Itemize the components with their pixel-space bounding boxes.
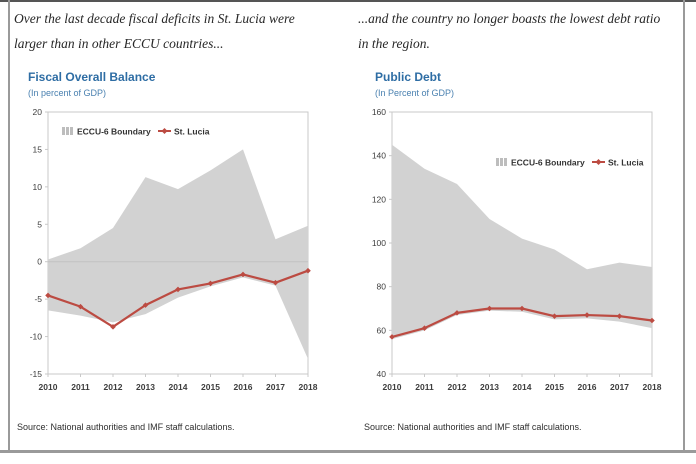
- fiscal-balance-panel: Over the last decade fiscal deficits in …: [14, 0, 348, 450]
- x-tick-label: 2017: [266, 382, 285, 392]
- x-tick-label: 2011: [71, 382, 90, 392]
- debt-caption-line1: ...and the country no longer boasts the …: [358, 11, 661, 26]
- debt-caption: ...and the country no longer boasts the …: [358, 6, 660, 56]
- st-lucia-legend-marker-icon: [595, 159, 602, 165]
- x-tick-label: 2015: [201, 382, 220, 392]
- public-debt-panel: ...and the country no longer boasts the …: [358, 0, 684, 450]
- y-tick-label: 140: [372, 151, 386, 161]
- x-tick-label: 2011: [415, 382, 434, 392]
- legend-label-band: ECCU-6 Boundary: [77, 127, 151, 137]
- y-tick-label: 20: [33, 107, 43, 117]
- chart-legend: ECCU-6 Boundary St. Lucia: [496, 158, 644, 168]
- eccu6-boundary-swatch-icon: [500, 158, 503, 166]
- legend-label-band: ECCU-6 Boundary: [511, 158, 585, 168]
- st-lucia-marker: [77, 303, 84, 310]
- x-tick-label: 2018: [643, 382, 662, 392]
- debt-chart-title: Public Debt: [375, 70, 442, 84]
- x-tick-label: 2016: [234, 382, 253, 392]
- x-tick-label: 2018: [299, 382, 318, 392]
- x-tick-label: 2010: [39, 382, 58, 392]
- y-tick-label: 100: [372, 238, 386, 248]
- document-right-border: [683, 0, 685, 451]
- st-lucia-marker: [110, 324, 116, 330]
- fiscal-chart-subtitle: (In percent of GDP): [28, 88, 107, 98]
- x-tick-label: 2014: [513, 382, 532, 392]
- x-tick-label: 2013: [480, 382, 499, 392]
- st-lucia-marker: [272, 279, 279, 286]
- fiscal-caption-line2: larger than in other ECCU countries...: [14, 36, 224, 51]
- x-tick-label: 2016: [578, 382, 597, 392]
- st-lucia-legend-marker-icon: [161, 128, 168, 134]
- st-lucia-marker: [45, 292, 51, 299]
- fiscal-caption-line1: Over the last decade fiscal deficits in …: [14, 11, 295, 26]
- x-tick-label: 2013: [136, 382, 155, 392]
- st-lucia-marker: [649, 317, 655, 324]
- chart-legend: ECCU-6 Boundary St. Lucia: [62, 127, 210, 137]
- x-tick-label: 2015: [545, 382, 564, 392]
- debt-chart-subtitle: (In Percent of GDP): [375, 88, 455, 98]
- x-tick-label: 2012: [448, 382, 467, 392]
- x-tick-label: 2010: [383, 382, 402, 392]
- eccu6-boundary-swatch-icon: [70, 127, 73, 135]
- x-tick-label: 2017: [610, 382, 629, 392]
- y-tick-label: 120: [372, 194, 386, 204]
- debt-source-note: Source: National authorities and IMF sta…: [364, 422, 582, 432]
- debt-caption-line2: in the region.: [358, 36, 430, 51]
- y-tick-label: 0: [37, 257, 42, 267]
- document-left-border: [8, 0, 10, 451]
- eccu6-band-area: [392, 144, 652, 340]
- legend-label-line: St. Lucia: [608, 158, 644, 168]
- st-lucia-marker: [175, 286, 181, 293]
- x-tick-label: 2012: [104, 382, 123, 392]
- x-tick-label: 2014: [169, 382, 188, 392]
- fiscal-caption: Over the last decade fiscal deficits in …: [14, 6, 295, 56]
- y-tick-label: -5: [34, 294, 42, 304]
- st-lucia-marker: [421, 325, 428, 331]
- fiscal-source-note: Source: National authorities and IMF sta…: [17, 422, 235, 432]
- y-tick-label: 5: [37, 219, 42, 229]
- legend-label-line: St. Lucia: [174, 127, 210, 137]
- st-lucia-marker: [207, 280, 214, 287]
- y-tick-label: 160: [372, 107, 386, 117]
- st-lucia-marker: [240, 271, 246, 278]
- fiscal-chart-title: Fiscal Overall Balance: [28, 70, 156, 84]
- eccu6-band-area: [48, 149, 308, 360]
- st-lucia-marker: [454, 310, 460, 316]
- y-tick-label: -10: [30, 332, 43, 342]
- y-tick-label: 80: [377, 282, 387, 292]
- eccu6-boundary-swatch-icon: [62, 127, 65, 135]
- document-top-border: [0, 0, 696, 2]
- st-lucia-marker: [486, 305, 493, 312]
- eccu6-boundary-swatch-icon: [504, 158, 507, 166]
- y-tick-label: -15: [30, 369, 43, 379]
- st-lucia-marker: [305, 267, 311, 274]
- y-tick-label: 60: [377, 325, 387, 335]
- st-lucia-marker: [389, 334, 395, 340]
- eccu6-boundary-swatch-icon: [496, 158, 499, 166]
- y-tick-label: 15: [33, 144, 43, 154]
- public-debt-chart: 160 140 120 100 80 60 40 2010 2011 2012 2013 2014 20…: [372, 107, 662, 392]
- st-lucia-marker: [142, 302, 149, 308]
- eccu6-boundary-swatch-icon: [66, 127, 69, 135]
- y-tick-label: 10: [33, 182, 43, 192]
- y-tick-label: 40: [377, 369, 387, 379]
- document-bottom-border: [0, 450, 696, 453]
